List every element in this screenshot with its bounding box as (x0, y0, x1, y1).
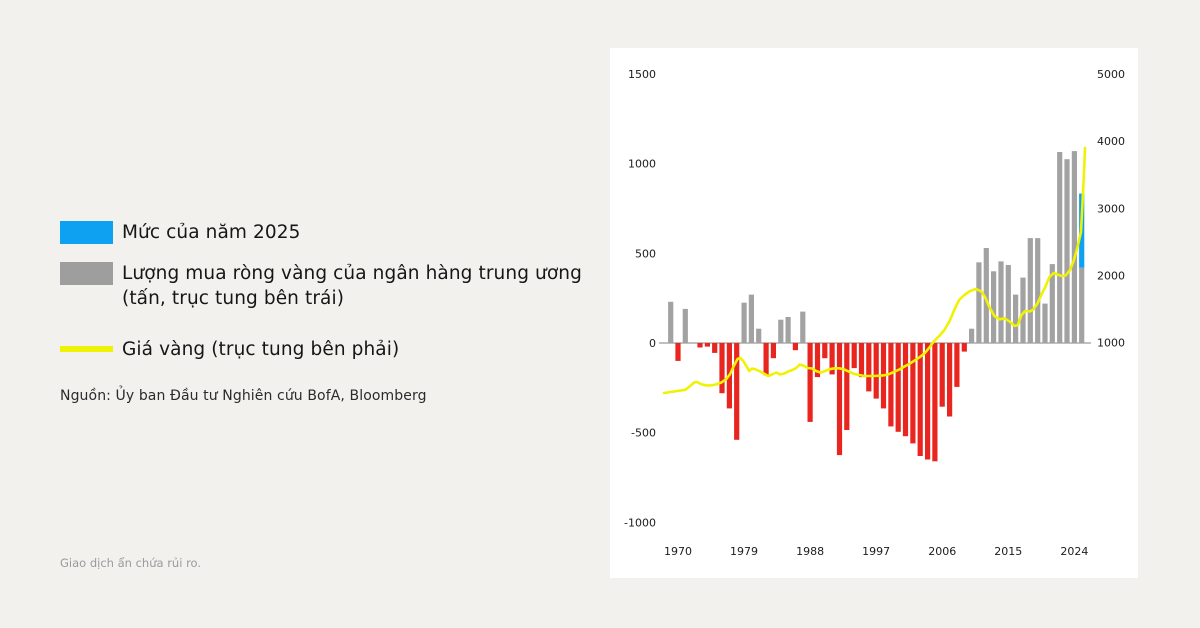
legend-item-gold-price: Giá vàng (trục tung bên phải) (60, 337, 635, 362)
left-axis-tick-500: 500 (635, 247, 656, 260)
bar-1992 (836, 343, 843, 456)
legend-swatch-cb-purchases-icon (60, 262, 113, 285)
right-axis-tick-3000: 3000 (1097, 202, 1125, 215)
left-axis-tick-0: 0 (649, 337, 656, 350)
bar-2012 (983, 248, 989, 343)
bar-2010 (969, 328, 975, 343)
bar-2020 (1042, 303, 1048, 343)
bar-2000 (895, 343, 901, 432)
bar-2017 (1020, 277, 1026, 343)
bar-1985 (785, 317, 791, 343)
right-axis-tick-2000: 2000 (1097, 269, 1125, 282)
right-axis-tick-1000: 1000 (1097, 337, 1125, 350)
legend-label-line: Giá vàng (trục tung bên phải) (122, 339, 400, 360)
bar-1987 (800, 311, 806, 343)
gold-price-line (662, 146, 1087, 395)
bar-1982 (763, 343, 769, 376)
x-axis-tick-1970: 1970 (664, 545, 692, 558)
bar-2011 (976, 262, 982, 343)
bar-2024 (1071, 151, 1077, 343)
legend-label-cb-purchases: Lượng mua ròng vàng của ngân hàng trung … (122, 261, 582, 311)
bar-1993 (844, 343, 850, 430)
chart-panel: 1500 1000 500 0 -500 -1000 5000 4000 3000 2000 100… (610, 48, 1138, 578)
bar-1975 (712, 343, 718, 353)
bar-2007 (947, 343, 953, 417)
x-axis-tick-2006: 2006 (928, 545, 956, 558)
bar-1994 (851, 343, 857, 369)
left-axis-tick-1000: 1000 (628, 158, 656, 171)
bar-1974 (704, 343, 710, 347)
right-axis-tick-5000: 5000 (1097, 68, 1125, 81)
bar-1991 (829, 343, 835, 375)
legend-swatch-gold-price-line-icon (60, 346, 113, 352)
bar-2025-actual (1079, 267, 1085, 343)
bar-2018 (1027, 238, 1033, 343)
legend-label-gold-price: Giá vàng (trục tung bên phải) (122, 337, 399, 362)
bar-2013 (991, 271, 997, 343)
bar-2004 (925, 343, 931, 460)
legend-label-2025-level: Mức của năm 2025 (122, 220, 301, 245)
bar-1973 (697, 343, 703, 348)
legend-item-cb-purchases: Lượng mua ròng vàng của ngân hàng trung … (60, 261, 635, 311)
x-axis-tick-2024: 2024 (1060, 545, 1088, 558)
bar-2009 (961, 343, 967, 352)
bar-1971 (682, 308, 688, 343)
bar-1996 (866, 343, 872, 392)
x-axis-tick-1979: 1979 (730, 545, 758, 558)
legend-label-line2: (tấn, trục tung bên trái) (122, 288, 345, 309)
bar-2006 (939, 343, 945, 407)
bar-2016 (1013, 294, 1019, 343)
bar-1976 (719, 343, 725, 394)
bar-2005 (932, 343, 938, 462)
bar-1995 (858, 343, 865, 378)
disclaimer-text: Giao dịch ẩn chứa rủi ro. (60, 556, 202, 570)
combo-chart: 150010005000-500-10005000400030002000100… (624, 68, 1125, 558)
bar-2021 (1049, 264, 1055, 343)
bar-2015 (1005, 265, 1011, 343)
bar-1997 (873, 343, 879, 399)
x-axis-tick-1988: 1988 (796, 545, 824, 558)
bar-2022 (1057, 152, 1063, 343)
source-note: Nguồn: Ủy ban Đầu tư Nghiên cứu BofA, Bl… (60, 388, 427, 404)
bar-1970 (675, 343, 681, 361)
bar-1984 (778, 319, 784, 343)
left-axis-tick--500: -500 (631, 427, 656, 440)
bar-1990 (822, 343, 828, 359)
bar-2003 (917, 343, 923, 456)
bar-1980 (748, 294, 754, 343)
x-axis-tick-1997: 1997 (862, 545, 890, 558)
bar-1989 (814, 343, 821, 378)
legend-label-line: Mức của năm 2025 (122, 222, 301, 243)
bar-2001 (902, 343, 909, 437)
legend-item-2025-level: Mức của năm 2025 (60, 220, 635, 245)
bar-2023 (1064, 159, 1070, 343)
bar-1981 (756, 328, 762, 343)
bar-1969 (668, 301, 674, 343)
bar-1988 (807, 343, 813, 422)
bar-2008 (954, 343, 960, 387)
legend: Mức của năm 2025 Lượng mua ròng vàng của… (60, 220, 635, 378)
legend-label-line: Lượng mua ròng vàng của ngân hàng trung … (122, 263, 582, 284)
right-axis-tick-4000: 4000 (1097, 135, 1125, 148)
bar-1978 (734, 343, 740, 440)
bar-2019 (1035, 238, 1041, 343)
left-axis-tick--1000: -1000 (624, 516, 656, 529)
bar-1983 (770, 343, 776, 359)
legend-swatch-2025-level-icon (60, 221, 113, 244)
bar-1979 (741, 302, 747, 343)
x-axis-tick-2015: 2015 (994, 545, 1022, 558)
bar-2002 (910, 343, 916, 444)
bar-2014 (998, 261, 1004, 343)
bar-1999 (888, 343, 894, 427)
left-axis-tick-1500: 1500 (628, 68, 656, 81)
bar-1986 (792, 343, 798, 351)
